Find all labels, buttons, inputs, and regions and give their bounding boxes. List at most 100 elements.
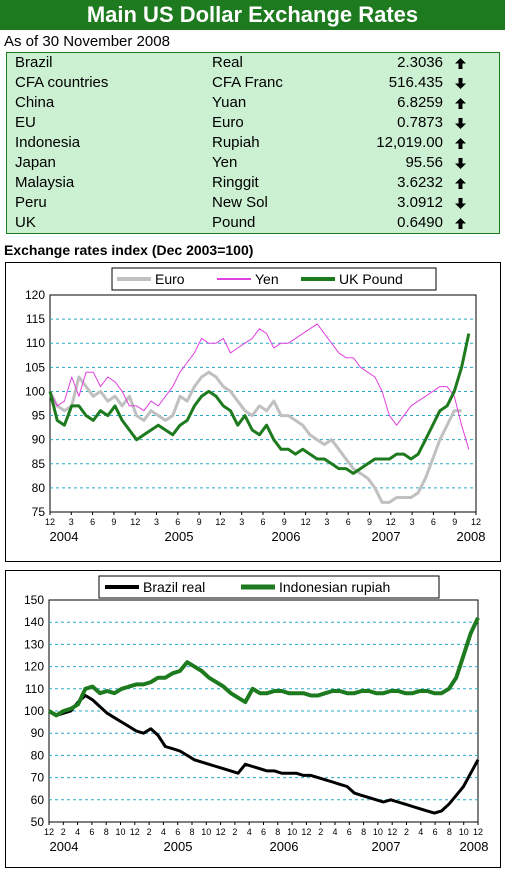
country-name: Malaysia [15, 174, 75, 191]
year-label: 2006 [270, 839, 299, 854]
exchange-index-chart-svg: 75 80 85 90 95 100 105 110 115 120 12 3 6 9 12 3 6 9 12 3 6 9… [25, 267, 486, 544]
month-tick-label: 10 [287, 827, 297, 837]
y-tick-label: 60 [31, 793, 45, 807]
month-tick-label: 2 [147, 827, 152, 837]
series-line-euro [48, 370, 462, 504]
series-line-yen [49, 323, 470, 450]
y-tick-label: 70 [31, 771, 45, 785]
month-tick-label: 4 [332, 827, 337, 837]
month-tick-label: 6 [260, 517, 265, 527]
y-tick-label: 90 [31, 726, 45, 740]
currency-name: Rupiah [212, 134, 260, 151]
series-line-uk-pound [48, 333, 471, 475]
y-tick-label: 80 [31, 748, 45, 762]
country-name: China [15, 94, 55, 111]
month-tick-label: 9 [282, 517, 287, 527]
series-line-brazil-real [48, 694, 480, 815]
month-tick-label: 8 [275, 827, 280, 837]
year-label: 2005 [165, 529, 194, 544]
rate-row: Indonesia Rupiah 12,019.00 [7, 133, 499, 153]
rate-value: 6.8259 [397, 94, 443, 111]
arrow-up-icon [455, 218, 466, 229]
month-tick-label: 12 [301, 827, 311, 837]
month-tick-label: 12 [130, 517, 140, 527]
month-tick-label: 6 [261, 827, 266, 837]
year-label: 2004 [50, 839, 79, 854]
month-tick-label: 6 [433, 827, 438, 837]
month-tick-label: 9 [367, 517, 372, 527]
legend-label: Brazil real [143, 579, 205, 595]
month-tick-label: 4 [247, 827, 252, 837]
country-name: Japan [15, 154, 56, 171]
legend-label: UK Pound [339, 271, 403, 287]
arrow-up-icon [455, 178, 466, 189]
plot-area [49, 294, 477, 513]
month-tick-label: 2 [232, 827, 237, 837]
month-tick-label: 12 [216, 827, 226, 837]
month-tick-label: 6 [347, 827, 352, 837]
year-label: 2008 [457, 529, 486, 544]
currency-name: New Sol [212, 194, 268, 211]
month-tick-label: 12 [44, 827, 54, 837]
currency-name: Yuan [212, 94, 247, 111]
month-tick-label: 12 [215, 517, 225, 527]
currency-name: Real [212, 54, 243, 71]
y-tick-label: 115 [26, 312, 45, 326]
month-tick-label: 10 [115, 827, 125, 837]
rate-value: 95.56 [405, 154, 443, 171]
month-tick-label: 6 [346, 517, 351, 527]
y-tick-label: 130 [24, 637, 44, 651]
legend-label: Yen [255, 271, 279, 287]
month-tick-label: 8 [104, 827, 109, 837]
brazil-indonesia-chart: 50 60 70 80 90 100 110 120 130 140 150 12 2 4 6 8 10 12 2 4… [5, 570, 501, 868]
year-label: 2007 [372, 839, 401, 854]
month-tick-label: 10 [459, 827, 469, 837]
month-tick-label: 3 [410, 517, 415, 527]
month-tick-label: 8 [189, 827, 194, 837]
month-tick-label: 12 [301, 517, 311, 527]
month-tick-label: 4 [75, 827, 80, 837]
currency-name: Ringgit [212, 174, 259, 191]
legend [111, 267, 437, 291]
currency-name: Yen [212, 154, 238, 171]
country-name: Peru [15, 194, 47, 211]
country-name: Brazil [15, 54, 53, 71]
month-tick-label: 4 [161, 827, 166, 837]
y-tick-label: 140 [24, 615, 44, 629]
y-tick-label: 110 [25, 682, 44, 696]
month-tick-label: 6 [89, 827, 94, 837]
month-tick-label: 6 [431, 517, 436, 527]
month-tick-label: 10 [201, 827, 211, 837]
month-tick-label: 6 [175, 517, 180, 527]
rate-value: 516.435 [388, 74, 443, 91]
y-tick-label: 90 [32, 433, 46, 447]
legend-label: Indonesian rupiah [279, 579, 390, 595]
y-tick-label: 110 [26, 336, 45, 350]
rates-table: Brazil Real 2.3036 CFA countries CFA Franc 51… [6, 52, 500, 234]
month-tick-label: 12 [387, 827, 397, 837]
country-name: UK [15, 214, 36, 231]
month-tick-label: 8 [361, 827, 366, 837]
year-label: 2005 [164, 839, 193, 854]
rate-value: 0.7873 [397, 114, 443, 131]
month-tick-label: 12 [130, 827, 140, 837]
arrow-down-icon [455, 118, 466, 129]
year-label: 2004 [50, 529, 79, 544]
month-tick-label: 9 [452, 517, 457, 527]
rate-row: Brazil Real 2.3036 [7, 53, 499, 73]
y-tick-label: 80 [32, 481, 46, 495]
as-of-date: As of 30 November 2008 [4, 33, 170, 50]
year-label: 2008 [460, 839, 489, 854]
country-name: Indonesia [15, 134, 81, 151]
arrow-up-icon [455, 58, 466, 69]
currency-name: CFA Franc [212, 74, 283, 91]
rate-value: 3.6232 [397, 174, 443, 191]
rate-value: 12,019.00 [376, 134, 443, 151]
currency-name: Pound [212, 214, 256, 231]
month-tick-label: 8 [447, 827, 452, 837]
month-tick-label: 2 [61, 827, 66, 837]
month-tick-label: 12 [45, 517, 55, 527]
y-tick-label: 85 [32, 457, 46, 471]
page-title: Main US Dollar Exchange Rates [0, 0, 505, 30]
